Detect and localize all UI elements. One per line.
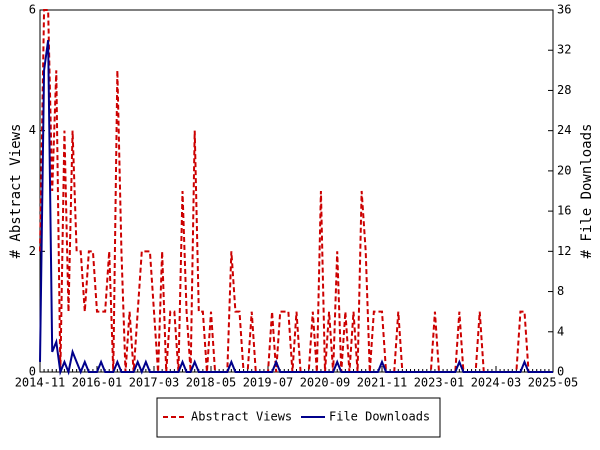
x-tick-label: 2017-03	[129, 376, 180, 390]
y-axis-title: # Abstract Views	[8, 124, 24, 259]
y2-tick-label: 8	[557, 284, 564, 298]
y2-tick-label: 32	[557, 43, 571, 57]
y2-tick-label: 12	[557, 244, 571, 258]
x-tick-label: 2016-01	[72, 376, 123, 390]
legend-label: Abstract Views	[191, 410, 292, 424]
y-tick-label: 2	[29, 244, 36, 258]
data-line	[39, 40, 553, 376]
y-tick-label: 6	[29, 3, 36, 17]
y2-axis-title: # File Downloads	[579, 124, 595, 259]
y2-tick-label: 0	[557, 365, 564, 379]
x-tick-label: 2021-11	[357, 376, 408, 390]
legend-label: File Downloads	[329, 410, 430, 424]
x-tick-label: 2024-03	[471, 376, 522, 390]
data-line	[39, 9, 553, 373]
y-tick-label: 4	[29, 123, 36, 137]
x-tick-label: 2025-05	[528, 376, 579, 390]
x-tick-label: 2023-01	[414, 376, 465, 390]
y2-tick-label: 28	[557, 83, 571, 97]
x-tick-label: 2014-11	[15, 376, 66, 390]
x-tick-label: 2018-05	[186, 376, 237, 390]
y2-tick-label: 24	[557, 123, 571, 137]
legend	[156, 397, 441, 438]
y-tick-label: 0	[29, 365, 36, 379]
x-tick-label: 2019-07	[243, 376, 294, 390]
x-tick-label: 2020-09	[300, 376, 351, 390]
y2-tick-label: 16	[557, 204, 571, 218]
y2-tick-label: 36	[557, 3, 571, 17]
y2-tick-label: 4	[557, 324, 564, 338]
y2-tick-label: 20	[557, 163, 571, 177]
